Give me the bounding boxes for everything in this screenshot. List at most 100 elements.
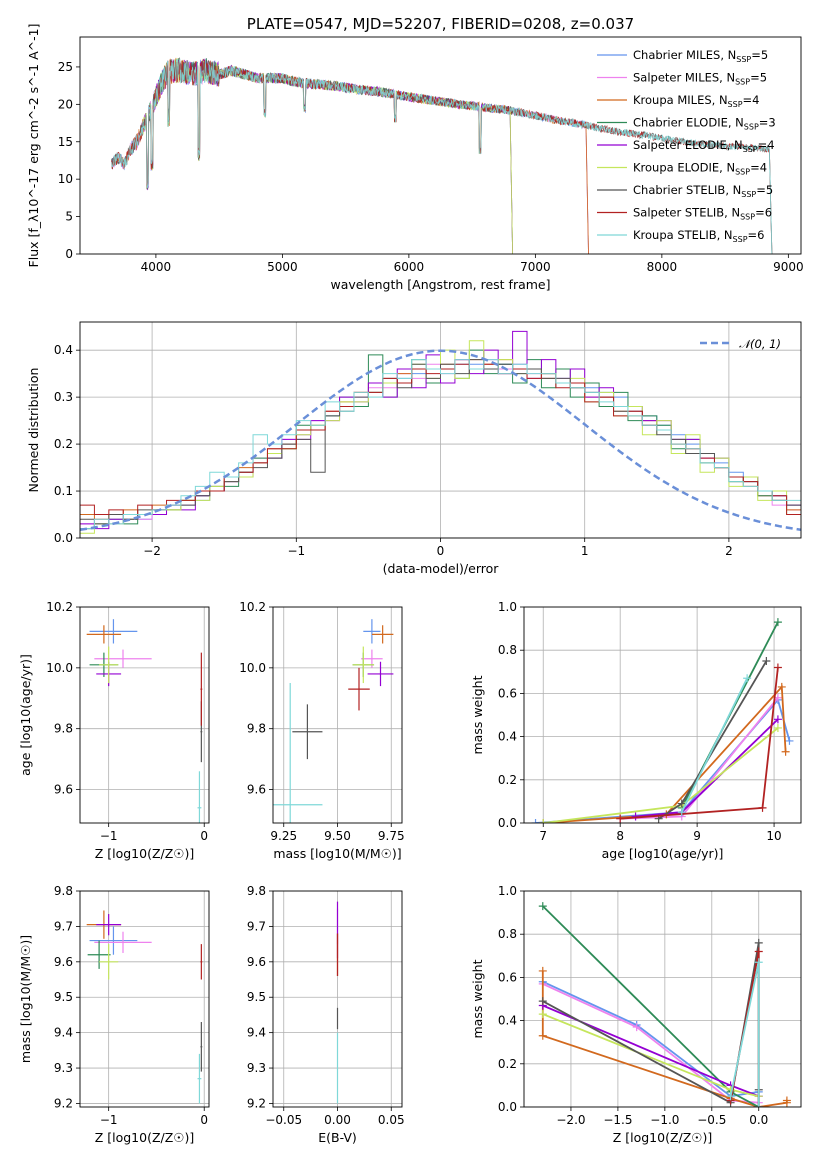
x-tick-label: 8 <box>616 829 624 843</box>
legend-entry: Salpeter STELIB, NSSP=6 <box>633 206 772 222</box>
histogram-series <box>80 359 801 538</box>
y-tick-label: 15 <box>58 135 73 149</box>
y-tick-label: 0 <box>65 247 73 261</box>
chart-z-mass: −1 0 9.2 9.3 9.4 9.5 9.6 9.7 9.8 Z [log10(Z/Z☉)] m… <box>18 884 210 1145</box>
spectrum-edge <box>509 110 513 254</box>
weight-marker <box>782 1096 791 1105</box>
spectrum-line <box>111 58 770 189</box>
weight-marker <box>781 747 790 756</box>
weight-marker <box>754 958 763 967</box>
y-tick-label: 0.4 <box>54 343 73 357</box>
legend-entry: 𝒩(0, 1) <box>739 337 781 351</box>
chart-spectrum: 4000 5000 6000 7000 8000 9000 0 5 10 15 20 25 wavele… <box>26 15 804 292</box>
y-tick-label: 9.5 <box>247 990 266 1004</box>
x-tick-label: −0.5 <box>697 1113 726 1127</box>
y-tick-label: 10.2 <box>46 600 73 614</box>
spectrum-edge <box>585 125 589 254</box>
weight-marker <box>762 657 771 665</box>
weight-line <box>543 684 787 823</box>
plot-area <box>524 891 801 1107</box>
x-tick-label: −1 <box>100 829 118 843</box>
y-tick-label: 5 <box>65 210 73 224</box>
y-tick-label: 9.6 <box>247 783 266 797</box>
y-tick-label: 0.2 <box>498 1057 517 1071</box>
y-tick-label: 0.8 <box>498 927 517 941</box>
x-tick-label: −1.0 <box>650 1113 679 1127</box>
legend-entry: Kroupa MILES, NSSP=4 <box>633 93 759 109</box>
legend-entry: Chabrier ELODIE, NSSP=3 <box>633 116 776 132</box>
y-tick-label: 0.6 <box>498 970 517 984</box>
x-tick-label: 9.25 <box>270 829 297 843</box>
x-tick-label: 10 <box>766 829 781 843</box>
axes-frame <box>79 321 802 539</box>
y-tick-label: 9.5 <box>54 990 73 1004</box>
legend-entry: Salpeter ELODIE, NSSP=4 <box>633 138 775 154</box>
weight-line <box>620 697 779 820</box>
plot-area <box>80 891 209 1107</box>
weight-line <box>680 677 748 813</box>
legend-entry: Kroupa STELIB, NSSP=6 <box>633 228 764 244</box>
x-axis-label: Z [log10(Z/Z☉)] <box>95 1130 195 1145</box>
x-tick-label: −1 <box>100 1113 118 1127</box>
y-tick-label: 0.3 <box>54 390 73 404</box>
y-tick-label: 10 <box>58 172 73 186</box>
chart-z-weight: −2.0 −1.5 −1.0 −0.5 0.0 0.0 0.2 0.4 0.6 0.8 1.0 Z [… <box>470 884 802 1145</box>
x-tick-label: −1 <box>287 544 305 558</box>
plot-area <box>80 607 209 823</box>
weight-marker <box>754 938 763 947</box>
chart-title: PLATE=0547, MJD=52207, FIBERID=0208, z=0… <box>247 15 634 33</box>
weight-marker <box>754 1103 763 1107</box>
y-tick-label: 0.1 <box>54 484 73 498</box>
plot-area <box>524 607 801 823</box>
y-tick-label: 25 <box>58 60 73 74</box>
chart-ebv-mass: −0.05 0.00 0.05 9.2 9.3 9.4 9.5 9.6 9.7 9.8 E(B-V) <box>247 884 405 1145</box>
x-tick-label: 8000 <box>647 260 678 274</box>
weight-marker <box>538 1031 547 1040</box>
x-tick-label: 7 <box>539 829 547 843</box>
y-tick-label: 9.3 <box>54 1061 73 1075</box>
x-tick-label: 9.50 <box>324 829 351 843</box>
y-tick-label: 9.6 <box>54 783 73 797</box>
weight-line <box>542 983 759 1104</box>
x-axis-label: mass [log10(M/M☉)] <box>273 846 401 861</box>
legend-entry: Salpeter MILES, NSSP=5 <box>633 71 767 87</box>
weight-marker <box>773 663 782 672</box>
y-tick-label: 9.2 <box>247 1096 266 1110</box>
legend-entry: Chabrier STELIB, NSSP=5 <box>633 183 773 199</box>
axes-frame <box>79 890 210 1108</box>
legend-entry: Kroupa ELODIE, NSSP=4 <box>633 161 767 177</box>
x-tick-label: 6000 <box>394 260 425 274</box>
y-tick-label: 0.0 <box>498 1100 517 1114</box>
weight-marker <box>538 966 547 975</box>
weight-marker <box>773 618 782 627</box>
axes-frame <box>523 606 802 824</box>
chart-age-weight: 7 8 9 10 0.0 0.2 0.4 0.6 0.8 1.0 age [log10(age/yr… <box>470 600 802 861</box>
weight-marker <box>616 814 625 823</box>
weight-line <box>658 660 768 820</box>
axes-frame <box>272 890 403 1108</box>
y-tick-label: 0.8 <box>498 643 517 657</box>
weight-marker <box>773 723 782 732</box>
y-tick-label: 9.8 <box>247 884 266 898</box>
weight-marker <box>677 808 686 817</box>
y-tick-label: 9.8 <box>247 722 266 736</box>
y-tick-label: 9.8 <box>54 722 73 736</box>
weight-marker <box>531 819 540 823</box>
y-axis-label: mass [log10(M/M☉)] <box>18 935 33 1063</box>
weight-marker <box>677 799 686 808</box>
weight-marker <box>538 902 547 911</box>
y-tick-label: 0.2 <box>498 773 517 787</box>
x-tick-label: −2 <box>143 544 161 558</box>
x-tick-label: −0.05 <box>265 1113 302 1127</box>
weight-marker <box>538 997 547 1006</box>
y-tick-label: 1.0 <box>498 600 517 614</box>
x-tick-label: 0 <box>200 1113 208 1127</box>
y-axis-label: mass weight <box>470 959 485 1038</box>
y-tick-label: 9.7 <box>247 919 266 933</box>
x-axis-label: E(B-V) <box>318 1130 357 1145</box>
y-tick-label: 0.4 <box>498 1014 517 1028</box>
x-axis-label: age [log10(age/yr)] <box>602 846 724 861</box>
y-tick-label: 0.2 <box>54 437 73 451</box>
y-tick-label: 0.6 <box>498 686 517 700</box>
